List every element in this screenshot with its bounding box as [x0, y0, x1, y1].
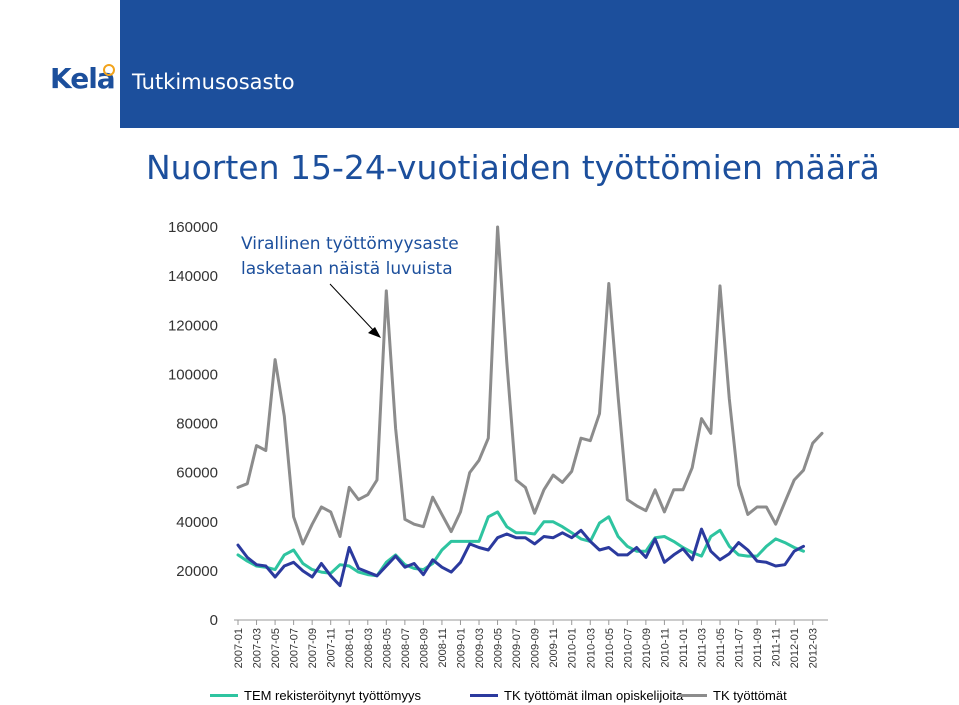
y-tick-label: 140000 [168, 268, 218, 285]
y-tick-label: 60000 [176, 465, 218, 482]
y-tick-label: 100000 [168, 366, 218, 383]
x-tick-label: 2011-09 [752, 628, 764, 668]
x-tick-label: 2007-11 [326, 628, 338, 668]
logo-accent-icon [103, 64, 115, 76]
series-line-1 [236, 510, 805, 578]
annotation-arrow-head [368, 327, 381, 338]
x-tick-label: 2008-11 [437, 628, 449, 668]
x-tick-label: 2011-11 [771, 628, 783, 667]
annotation-text-line: Virallinen työttömyysaste [241, 234, 459, 254]
x-tick-label: 2007-07 [289, 628, 301, 668]
legend-swatch-tem [210, 694, 238, 697]
x-tick-label: 2010-01 [567, 628, 579, 668]
x-tick-label: 2011-03 [696, 628, 708, 668]
x-tick-label: 2007-09 [307, 628, 319, 668]
legend-label-tk-ilman-opiskelijoita: TK työttömät ilman opiskelijoita [504, 688, 684, 703]
legend-item-tk: TK työttömät [679, 688, 787, 703]
x-tick-label: 2010-11 [659, 628, 671, 668]
page-header: Kela Tutkimusosasto [0, 0, 959, 128]
legend-label-tem: TEM rekisteröitynyt työttömyys [244, 688, 421, 703]
legend-swatch-tk-ilman-opiskelijoita [470, 694, 498, 697]
x-tick-label: 2007-05 [270, 628, 282, 668]
x-tick-label: 2008-03 [363, 628, 375, 668]
x-tick-label: 2007-03 [252, 628, 264, 668]
series-line-3 [236, 225, 824, 546]
x-tick-label: 2011-07 [734, 628, 746, 668]
x-tick-label: 2012-01 [789, 628, 801, 668]
x-tick-label: 2010-09 [641, 628, 653, 668]
y-tick-label: 80000 [176, 416, 218, 433]
x-tick-label: 2011-05 [715, 628, 727, 668]
legend-label-tk: TK työttömät [713, 688, 787, 703]
x-tick-label: 2010-05 [604, 628, 616, 668]
y-tick-label: 40000 [176, 514, 218, 531]
header-band [120, 0, 959, 128]
y-tick-label: 120000 [168, 317, 218, 334]
x-tick-label: 2010-07 [622, 628, 634, 668]
x-tick-label: 2009-05 [493, 628, 505, 668]
x-tick-label: 2008-09 [418, 628, 430, 668]
x-tick-label: 2009-03 [474, 628, 486, 668]
x-tick-label: 2007-01 [233, 628, 245, 668]
y-tick-label: 160000 [168, 219, 218, 236]
x-tick-label: 2010-03 [585, 628, 597, 668]
x-tick-label: 2008-01 [344, 628, 356, 668]
y-tick-label: 0 [210, 612, 218, 629]
annotation-text-line: lasketaan näistä luvuista [241, 259, 453, 279]
legend-item-tem: TEM rekisteröitynyt työttömyys [210, 688, 421, 703]
legend-swatch-tk [679, 694, 707, 697]
x-tick-label: 2009-09 [530, 628, 542, 668]
x-tick-label: 2012-03 [808, 628, 820, 668]
x-tick-label: 2009-11 [548, 628, 560, 668]
x-tick-label: 2009-01 [455, 628, 467, 668]
x-tick-label: 2011-01 [678, 628, 690, 668]
x-tick-label: 2009-07 [511, 628, 523, 668]
y-tick-label: 20000 [176, 563, 218, 580]
department-name: Tutkimusosasto [132, 70, 295, 94]
x-tick-label: 2008-05 [381, 628, 393, 668]
x-tick-label: 2008-07 [400, 628, 412, 668]
line-chart: 0 20000 40000 60000 80000 100000 120000 140000 1… [168, 219, 828, 668]
legend-item-tk-ilman-opiskelijoita: TK työttömät ilman opiskelijoita [470, 688, 683, 703]
series-line-2 [236, 527, 805, 588]
chart-title: Nuorten 15-24-vuotiaiden työttömien määr… [146, 148, 880, 187]
annotation-arrow-line [329, 283, 376, 333]
